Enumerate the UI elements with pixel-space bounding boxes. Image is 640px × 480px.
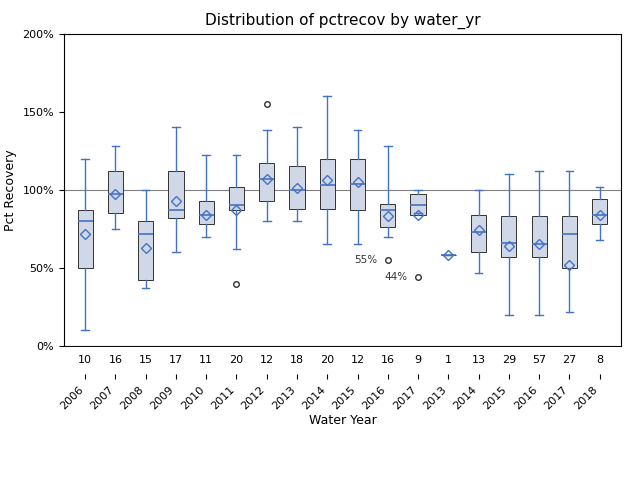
PathPatch shape bbox=[259, 163, 275, 201]
Y-axis label: Pct Recovery: Pct Recovery bbox=[4, 149, 17, 230]
Text: 20: 20 bbox=[229, 355, 244, 365]
PathPatch shape bbox=[532, 216, 547, 257]
Text: 16: 16 bbox=[381, 355, 395, 365]
Text: 29: 29 bbox=[502, 355, 516, 365]
PathPatch shape bbox=[592, 199, 607, 224]
Text: 10: 10 bbox=[78, 355, 92, 365]
Text: 13: 13 bbox=[472, 355, 486, 365]
Title: Distribution of pctrecov by water_yr: Distribution of pctrecov by water_yr bbox=[205, 13, 480, 29]
PathPatch shape bbox=[501, 216, 516, 257]
Text: 44%: 44% bbox=[385, 272, 408, 282]
Text: 57: 57 bbox=[532, 355, 546, 365]
Text: 55%: 55% bbox=[354, 255, 377, 265]
PathPatch shape bbox=[108, 171, 123, 213]
Text: 17: 17 bbox=[169, 355, 183, 365]
Text: 15: 15 bbox=[139, 355, 153, 365]
Text: 9: 9 bbox=[415, 355, 422, 365]
Text: 12: 12 bbox=[260, 355, 274, 365]
PathPatch shape bbox=[198, 201, 214, 224]
Text: 8: 8 bbox=[596, 355, 603, 365]
PathPatch shape bbox=[320, 158, 335, 208]
X-axis label: Water Year: Water Year bbox=[308, 414, 376, 427]
PathPatch shape bbox=[138, 221, 153, 280]
PathPatch shape bbox=[380, 204, 396, 228]
PathPatch shape bbox=[77, 210, 93, 268]
PathPatch shape bbox=[229, 187, 244, 210]
Text: 18: 18 bbox=[290, 355, 304, 365]
Text: 1: 1 bbox=[445, 355, 452, 365]
PathPatch shape bbox=[471, 215, 486, 252]
PathPatch shape bbox=[289, 167, 305, 208]
PathPatch shape bbox=[562, 216, 577, 268]
Text: 27: 27 bbox=[562, 355, 577, 365]
PathPatch shape bbox=[410, 194, 426, 215]
Text: 12: 12 bbox=[351, 355, 365, 365]
PathPatch shape bbox=[168, 171, 184, 218]
Text: 16: 16 bbox=[108, 355, 122, 365]
Text: 11: 11 bbox=[199, 355, 213, 365]
Text: 20: 20 bbox=[320, 355, 334, 365]
PathPatch shape bbox=[350, 158, 365, 210]
